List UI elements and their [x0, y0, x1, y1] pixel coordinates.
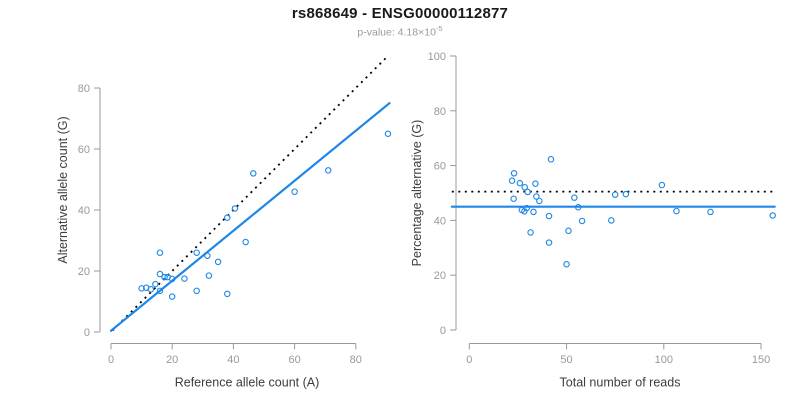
data-point	[608, 217, 615, 224]
y-tick-label: 60	[434, 161, 446, 173]
data-point	[769, 212, 776, 219]
x-tick-label: 50	[560, 354, 572, 366]
data-point	[168, 275, 176, 283]
y-tick-label: 80	[78, 83, 90, 95]
data-point	[384, 130, 392, 138]
y-axis-title: Alternative allele count (G)	[56, 116, 70, 263]
y-tick-label: 0	[84, 327, 90, 339]
data-point	[516, 179, 524, 187]
data-point	[707, 208, 714, 216]
y-tick-label: 20	[78, 266, 90, 278]
data-point	[574, 203, 582, 211]
data-point	[530, 208, 537, 216]
y-tick-label: 100	[428, 51, 446, 63]
data-point	[545, 239, 553, 246]
x-tick-label: 0	[466, 354, 472, 366]
data-point	[224, 214, 231, 221]
data-point	[545, 212, 553, 220]
data-point	[571, 194, 578, 201]
data-point	[510, 170, 518, 177]
regression-fit-line	[109, 102, 391, 332]
figure-subtitle: p-value: 4.18×10-5	[0, 24, 800, 39]
data-point	[563, 260, 570, 268]
x-tick-label: 20	[166, 354, 178, 366]
data-point	[658, 181, 666, 189]
x-tick-label: 150	[752, 354, 770, 366]
data-point	[578, 217, 586, 225]
data-point	[156, 287, 164, 295]
x-tick-label: 0	[108, 354, 114, 366]
data-point	[622, 190, 630, 198]
data-point	[547, 156, 555, 163]
data-point	[205, 272, 213, 279]
x-tick-label: 80	[350, 354, 362, 366]
data-point	[242, 238, 249, 246]
data-point	[325, 167, 332, 174]
data-point	[224, 290, 231, 298]
data-point	[152, 280, 159, 288]
x-tick-label: 60	[288, 354, 300, 366]
data-point	[523, 204, 530, 212]
x-axis-title: Total number of reads	[560, 376, 681, 390]
data-point	[533, 193, 540, 200]
data-point	[193, 287, 200, 295]
data-point	[214, 258, 222, 266]
data-point	[204, 252, 211, 260]
y-tick-label: 40	[78, 205, 90, 217]
pvalue-exponent: -5	[435, 24, 443, 33]
data-point	[193, 249, 200, 256]
allele-counts-panel: 0 20 40 60 80 0 20 40 60 80 Reference allele count…	[56, 55, 392, 390]
x-axis-title: Reference allele count (A)	[175, 376, 320, 390]
data-point	[250, 170, 257, 177]
data-point	[673, 207, 680, 215]
x-tick-label: 40	[227, 354, 239, 366]
y-tick-label: 80	[434, 106, 446, 118]
data-point	[524, 188, 531, 196]
y-axis-title: Percentage alternative (G)	[410, 120, 424, 267]
x-tick-label: 100	[655, 354, 673, 366]
data-point	[156, 270, 164, 278]
data-point	[168, 293, 176, 300]
data-point	[161, 273, 168, 281]
y-tick-label: 40	[434, 215, 446, 227]
y-tick-label: 20	[434, 270, 446, 282]
data-point	[181, 275, 188, 282]
data-point	[521, 183, 528, 191]
data-point	[508, 177, 516, 184]
y-tick-label: 60	[78, 144, 90, 156]
figure-title: rs868649 - ENSG00000112877	[291, 5, 509, 22]
y-tick-label: 0	[440, 325, 446, 337]
data-point	[536, 197, 543, 205]
data-point	[291, 188, 298, 195]
data-point	[510, 195, 517, 203]
data-point	[138, 285, 145, 292]
pvalue-label: p-value: 4.18×10	[357, 26, 436, 39]
data-point	[231, 205, 239, 212]
data-point	[532, 180, 539, 187]
data-point	[565, 227, 572, 235]
data-point	[611, 191, 619, 198]
percentage-vs-coverage-panel: 0 20 40 60 80 100 0 50 100 150 Total number of rea…	[410, 51, 776, 390]
data-point	[147, 286, 155, 293]
data-point	[527, 229, 534, 236]
data-point	[156, 249, 164, 256]
